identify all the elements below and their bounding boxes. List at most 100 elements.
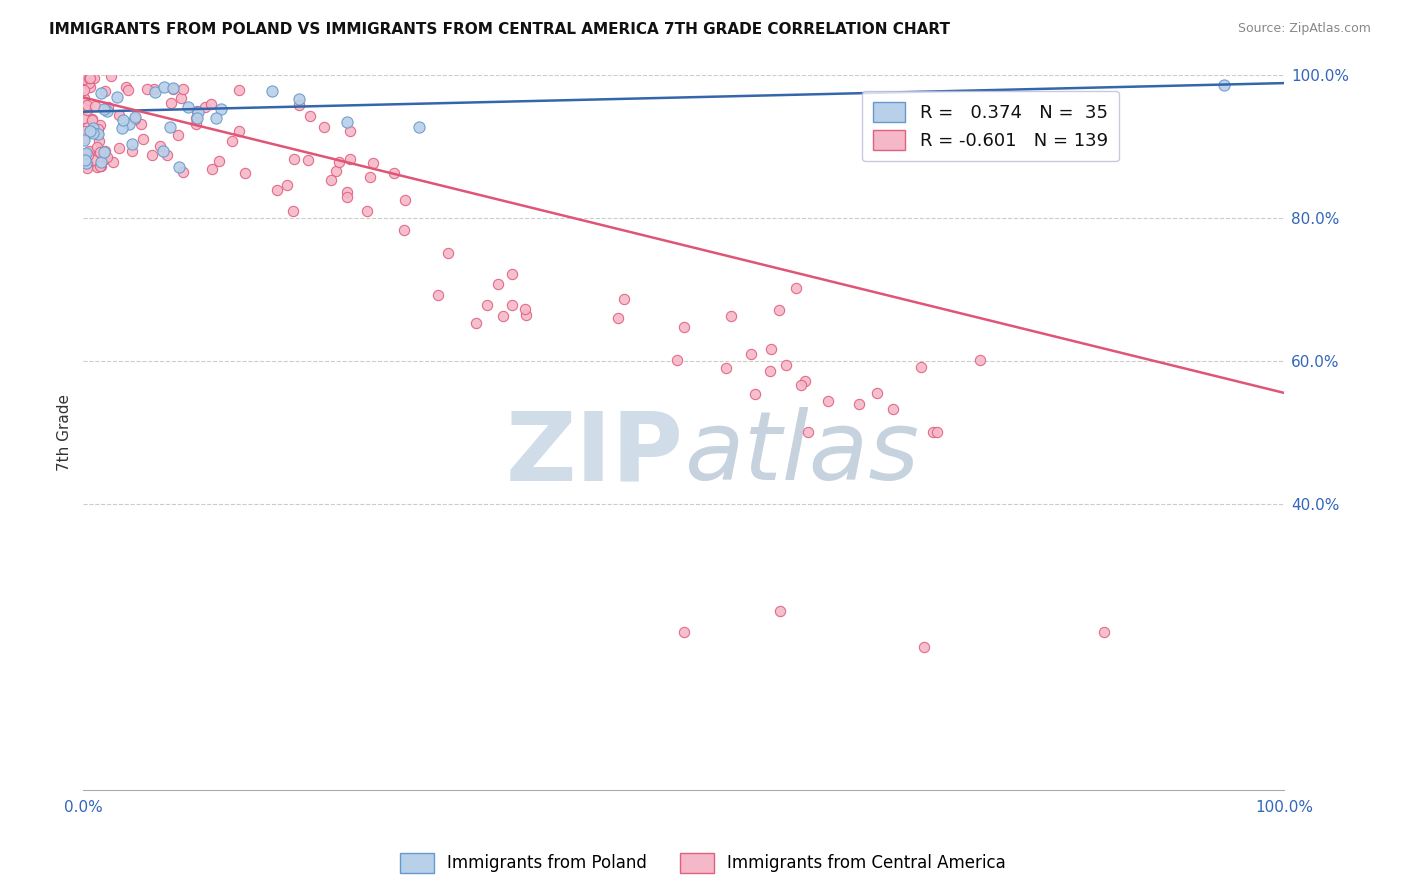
Point [135, 82, 157, 96]
Point [87, 127, 110, 141]
Point [184, 117, 207, 131]
Point [221, 135, 243, 149]
Point [75, 156, 97, 170]
Point [94, 84, 117, 98]
Point [382, 166, 405, 180]
Point [73, 83, 96, 97]
Legend: Immigrants from Poland, Immigrants from Central America: Immigrants from Poland, Immigrants from … [394, 847, 1012, 880]
Point [76, 103, 98, 117]
Point [79, 145, 101, 159]
Point [228, 124, 250, 138]
Point [77, 70, 100, 85]
Point [73, 71, 96, 86]
Text: Source: ZipAtlas.com: Source: ZipAtlas.com [1237, 22, 1371, 36]
Point [96, 150, 118, 164]
Point [426, 287, 449, 301]
Point [740, 346, 762, 360]
Point [129, 117, 152, 131]
Point [118, 117, 141, 131]
Point [912, 640, 935, 654]
Point [79, 80, 101, 95]
Point [149, 139, 172, 153]
Point [339, 152, 361, 166]
Point [93, 145, 115, 159]
Point [1092, 625, 1115, 640]
Point [606, 310, 628, 325]
Point [321, 173, 343, 187]
Point [156, 148, 179, 162]
Point [276, 178, 298, 193]
Point [672, 625, 695, 640]
Point [228, 83, 250, 97]
Point [408, 120, 430, 134]
Point [83, 70, 105, 85]
Point [124, 111, 146, 125]
Point [281, 204, 304, 219]
Point [194, 100, 217, 114]
Point [394, 193, 416, 207]
Point [79, 76, 101, 90]
Point [209, 102, 232, 116]
Point [90, 154, 112, 169]
Point [90, 153, 112, 168]
Point [89, 145, 111, 160]
Point [817, 394, 839, 409]
Point [673, 320, 696, 334]
Point [176, 99, 198, 113]
Point [96, 103, 118, 118]
Point [299, 109, 322, 123]
Point [501, 298, 523, 312]
Point [108, 108, 131, 122]
Point [166, 128, 188, 142]
Point [76, 154, 98, 169]
Point [76, 98, 98, 112]
Point [115, 80, 138, 95]
Point [186, 111, 208, 125]
Legend: R =   0.374   N =  35, R = -0.601   N = 139: R = 0.374 N = 35, R = -0.601 N = 139 [862, 91, 1119, 161]
Point [152, 80, 174, 95]
Point [79, 123, 101, 137]
Point [465, 316, 488, 330]
Point [93, 102, 115, 116]
Point [79, 71, 101, 86]
Point [170, 91, 193, 105]
Point [288, 92, 311, 106]
Point [76, 75, 98, 89]
Point [121, 144, 143, 158]
Point [613, 292, 636, 306]
Point [75, 153, 97, 167]
Point [112, 113, 135, 128]
Point [513, 301, 536, 316]
Point [73, 133, 96, 147]
Point [76, 157, 98, 171]
Point [89, 160, 111, 174]
Point [159, 120, 181, 135]
Point [793, 374, 815, 388]
Point [910, 359, 932, 374]
Point [515, 308, 537, 322]
Point [288, 97, 311, 112]
Point [76, 161, 98, 175]
Point [339, 124, 361, 138]
Point [1212, 78, 1234, 93]
Point [768, 302, 790, 317]
Point [162, 82, 184, 96]
Point [145, 86, 167, 100]
Point [77, 119, 100, 133]
Point [141, 147, 163, 161]
Point [501, 267, 523, 281]
Point [328, 154, 350, 169]
Point [73, 124, 96, 138]
Point [969, 352, 991, 367]
Point [848, 397, 870, 411]
Point [769, 604, 792, 618]
Point [108, 141, 131, 155]
Point [121, 136, 143, 151]
Point [186, 104, 208, 119]
Point [82, 120, 104, 135]
Point [143, 82, 166, 96]
Point [336, 190, 359, 204]
Point [73, 148, 96, 162]
Point [73, 96, 96, 111]
Point [94, 153, 117, 167]
